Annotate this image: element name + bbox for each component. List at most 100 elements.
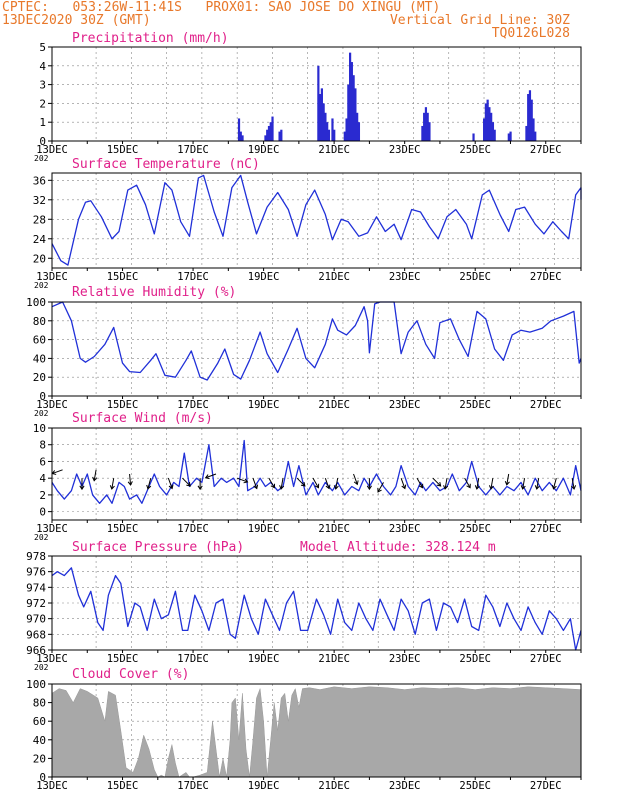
x-tick-label: 23DEC xyxy=(389,399,421,411)
precip-bar xyxy=(530,99,533,141)
x-tick-label: 27DEC xyxy=(530,399,562,411)
precip-bar xyxy=(347,84,350,141)
y-tick-label: 976 xyxy=(26,566,46,579)
wind-vector-head xyxy=(377,487,382,493)
wind-vector-shaft xyxy=(444,478,448,490)
x-tick-label: 17DEC xyxy=(177,653,209,665)
plot-area xyxy=(52,302,581,396)
wind-vector-shaft xyxy=(464,477,471,488)
precip-bar xyxy=(271,116,274,141)
y-tick-label: 20 xyxy=(33,752,46,765)
wind-vector-shaft xyxy=(93,469,97,481)
wind-vector-shaft xyxy=(280,478,284,490)
wind-vector-head xyxy=(401,484,407,490)
panel-title: Surface Wind (m/s) xyxy=(72,411,213,426)
wind-vector-head xyxy=(436,481,442,487)
wind-vector xyxy=(504,473,510,486)
y-tick-label: 2 xyxy=(39,489,46,502)
precip-bar xyxy=(324,112,327,141)
wind-vector xyxy=(252,478,259,490)
panel-title: Precipitation (mm/h) xyxy=(72,31,229,46)
panel-2: 20 24 28 32 36 13DEC 15DEC 17DEC 19DEC 21DEC 23DEC… xyxy=(33,157,582,290)
header-location: CPTEC: 053:26W-11:41S PROX01: SAO JOSE D… xyxy=(2,0,441,15)
y-tick-label: 6 xyxy=(39,455,46,468)
x-tick-label: 21DEC xyxy=(318,271,350,283)
wind-vector-shaft xyxy=(182,477,191,487)
plot-frame xyxy=(51,683,582,778)
x-tick-label: 21DEC xyxy=(318,523,350,535)
wind-vector-head xyxy=(92,476,98,482)
precip-bar xyxy=(483,118,486,141)
wind-vector-shaft xyxy=(111,478,115,490)
wind-vector-head xyxy=(488,485,494,490)
precip-bar xyxy=(264,135,267,141)
y-tick-label: 4 xyxy=(39,472,46,485)
wind-vector-shaft xyxy=(353,473,358,485)
wind-vector xyxy=(204,473,217,480)
panel-1: 0 1 2 3 4 5 13DEC 15DEC 17DEC 19DEC 21DEC 23DEC 25DE… xyxy=(34,31,582,163)
precip-bar xyxy=(278,131,281,141)
wind-vector-head xyxy=(333,485,339,490)
precip-bar xyxy=(327,129,331,141)
y-tick-label: 5 xyxy=(39,41,46,54)
wind-vector-shaft xyxy=(536,478,540,490)
wind-vector-shaft xyxy=(416,477,423,488)
x-minor-label: 202 xyxy=(34,154,49,163)
series-line xyxy=(51,567,582,651)
wind-vector-head xyxy=(571,485,577,490)
series-line xyxy=(51,301,582,381)
x-tick-label: 15DEC xyxy=(107,144,139,156)
wind-vector xyxy=(520,478,526,490)
y-tick-label: 0 xyxy=(39,135,46,148)
precip-bar xyxy=(491,122,495,141)
wind-vector xyxy=(551,478,557,490)
y-tick-label: 100 xyxy=(26,296,46,309)
precip-bar xyxy=(421,125,424,141)
y-tick-label: 966 xyxy=(26,644,46,657)
wind-vector xyxy=(366,478,372,491)
precip-bar xyxy=(352,75,355,141)
wind-vector-head xyxy=(474,485,480,490)
precip-bar xyxy=(472,133,475,141)
precip-bar xyxy=(269,122,272,141)
wind-vector-head xyxy=(279,485,285,490)
x-tick-label: 13DEC xyxy=(36,653,68,665)
wind-vector-head xyxy=(325,484,331,490)
y-tick-label: 2 xyxy=(39,97,46,110)
wind-vector-shaft xyxy=(205,473,217,479)
x-tick-label: 19DEC xyxy=(248,653,280,665)
y-tick-label: 8 xyxy=(39,439,46,452)
precip-bar xyxy=(354,88,357,141)
wind-vector-shaft xyxy=(377,482,384,493)
wind-vector-head xyxy=(520,485,526,490)
y-tick-label: 40 xyxy=(33,352,46,365)
plot-area xyxy=(52,428,581,520)
y-tick-label: 0 xyxy=(39,390,46,403)
wind-vector-shaft xyxy=(476,478,480,490)
x-tick-label: 27DEC xyxy=(530,780,562,792)
panel-title: Surface Pressure (hPa) xyxy=(72,540,244,555)
x-tick-label: 27DEC xyxy=(530,523,562,535)
wind-vector-shaft xyxy=(522,478,526,490)
wind-vector-shaft xyxy=(571,478,575,490)
y-tick-label: 20 xyxy=(33,252,46,265)
y-tick-label: 978 xyxy=(26,550,46,563)
panel-3: 0 20 40 60 80 100 13DEC 15DEC 17DEC 19DEC 21DEC 23D… xyxy=(26,285,582,418)
x-tick-label: 19DEC xyxy=(248,780,280,792)
wind-vector-head xyxy=(127,481,133,486)
wind-vector-shaft xyxy=(400,478,406,489)
y-tick-label: 974 xyxy=(26,581,46,594)
y-tick-label: 0 xyxy=(39,506,46,519)
precip-bar xyxy=(322,103,325,141)
y-tick-label: 24 xyxy=(33,233,47,246)
precip-bar xyxy=(350,62,353,141)
wind-vector-shaft xyxy=(252,478,258,489)
panel-4: 0 2 4 6 8 10 13DEC 15DEC 17DEC 19DEC 21DEC 23DEC 25D… xyxy=(33,411,582,542)
wind-vector-shaft xyxy=(236,477,248,483)
x-tick-label: 27DEC xyxy=(530,653,562,665)
x-tick-label: 23DEC xyxy=(389,271,421,283)
wind-vector-shaft xyxy=(147,478,152,489)
y-tick-label: 60 xyxy=(33,715,46,728)
wind-vector-shaft xyxy=(490,478,494,490)
y-tick-label: 968 xyxy=(26,628,46,641)
